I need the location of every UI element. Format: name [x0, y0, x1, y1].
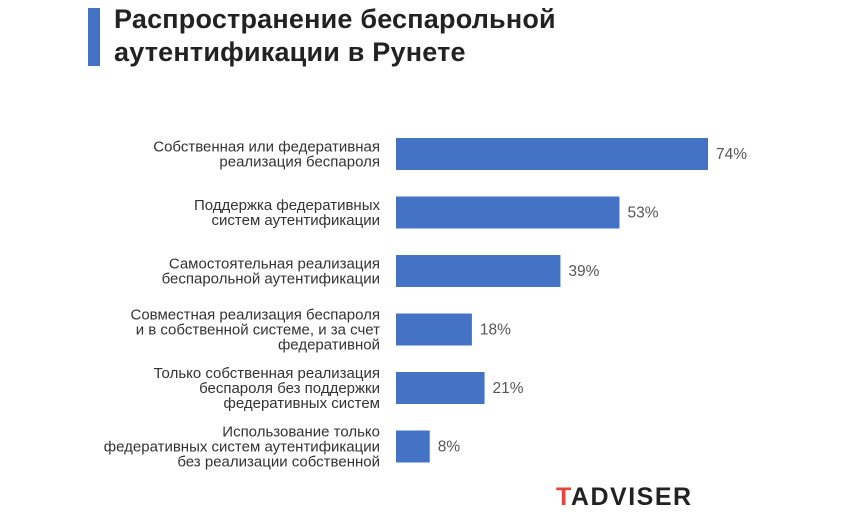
category-label-4-line-1: беспароля без поддержки	[199, 380, 380, 397]
category-label-0-line-1: реализация беспароля	[219, 154, 380, 171]
chart-title-line-1: Распространение беспарольной	[114, 4, 556, 34]
category-label-3-line-1: и в собственной системе, и за счет	[136, 322, 380, 339]
bar-4	[396, 372, 485, 404]
category-label-2-line-1: беспарольной аутентификации	[162, 271, 380, 288]
category-label-5: Использование только федеративных систем …	[104, 424, 380, 471]
category-label-1: Поддержка федеративных систем аутентифика…	[194, 197, 381, 229]
category-label-1-line-0: Поддержка федеративных	[194, 197, 381, 214]
category-label-4: Только собственная реализация беспароля б…	[154, 365, 380, 412]
tadviser-logo: TADVISER	[556, 482, 693, 512]
category-label-3-line-2: федеративной	[278, 337, 380, 354]
bar-3	[396, 313, 472, 346]
chart-title: Распространение беспарольной аутентифика…	[114, 3, 754, 69]
title-accent-bar	[88, 8, 100, 66]
bar-1	[396, 196, 620, 229]
category-label-2: Самостоятельная реализация беспарольной а…	[162, 256, 380, 288]
category-label-4-line-0: Только собственная реализация	[154, 365, 380, 382]
value-label-4: 21%	[493, 380, 524, 397]
value-label-1: 53%	[627, 205, 658, 222]
bar-2	[396, 255, 561, 287]
bar-5	[396, 430, 430, 463]
value-label-5: 8%	[438, 439, 461, 456]
category-label-5-line-0: Использование только	[222, 424, 380, 441]
category-label-1-line-1: систем аутентификации	[212, 212, 380, 229]
chart-title-line-2: аутентификации в Рунете	[114, 37, 466, 67]
category-label-4-line-2: федеративных систем	[224, 395, 381, 412]
logo-text: ADVISER	[570, 483, 693, 511]
category-label-2-line-0: Самостоятельная реализация	[169, 256, 380, 273]
bar-0	[396, 138, 708, 170]
value-label-3: 18%	[480, 322, 511, 339]
value-label-2: 39%	[568, 263, 599, 280]
value-label-0: 74%	[716, 146, 747, 163]
category-label-0: Собственная или федеративная реализация б…	[153, 139, 380, 171]
category-label-3-line-0: Совместная реализация беспароля	[130, 307, 380, 324]
logo-letter-t: T	[556, 483, 571, 511]
category-label-5-line-1: федеративных систем аутентификации	[104, 439, 380, 456]
category-label-5-line-2: без реализации собственной	[177, 454, 380, 471]
category-label-0-line-0: Собственная или федеративная	[153, 139, 380, 156]
category-label-3: Совместная реализация беспароля и в собст…	[130, 307, 380, 354]
